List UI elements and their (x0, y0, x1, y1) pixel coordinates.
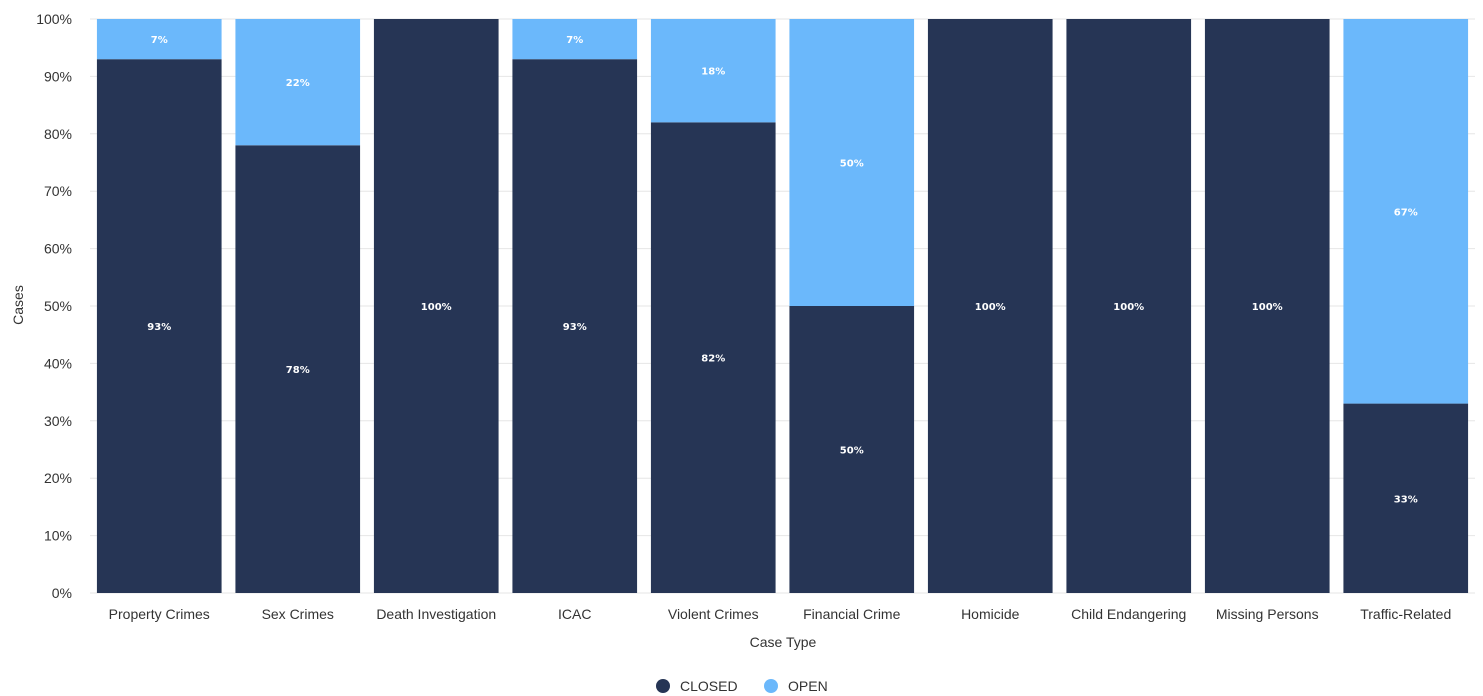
data-label: 100% (421, 302, 452, 313)
data-label: 18% (701, 67, 725, 78)
bar-closed-financial-crime (789, 306, 915, 593)
data-label: 93% (563, 322, 587, 333)
data-label: 100% (975, 302, 1006, 313)
data-label: 93% (147, 322, 171, 333)
legend-marker-open (764, 679, 778, 693)
bar-closed-missing-persons (1204, 19, 1330, 593)
data-label: 100% (1113, 302, 1144, 313)
y-axis-title: Cases (10, 285, 26, 325)
x-tick-label: ICAC (558, 606, 591, 622)
legend-label-closed: CLOSED (680, 678, 738, 694)
y-tick-label: 70% (44, 183, 72, 199)
y-tick-label: 80% (44, 126, 72, 142)
bar-closed-traffic-related (1343, 403, 1469, 593)
x-tick-label: Child Endangering (1071, 606, 1186, 622)
x-axis-title: Case Type (750, 634, 817, 650)
y-tick-label: 50% (44, 298, 72, 314)
bar-open-violent-crimes (650, 19, 776, 123)
y-tick-label: 100% (36, 11, 72, 27)
data-label: 7% (566, 35, 583, 46)
bar-closed-death-investigation (373, 19, 499, 593)
legend-label-open: OPEN (788, 678, 828, 694)
y-tick-label: 60% (44, 241, 72, 257)
legend: CLOSED OPEN (656, 678, 828, 694)
y-tick-label: 10% (44, 528, 72, 544)
bar-closed-child-endangering (1066, 19, 1192, 593)
bar-closed-sex-crimes (235, 145, 361, 593)
data-label: 100% (1252, 302, 1283, 313)
x-tick-label: Traffic-Related (1360, 606, 1451, 622)
bar-closed-icac (512, 59, 638, 594)
data-label: 7% (151, 35, 168, 46)
y-tick-label: 90% (44, 68, 72, 84)
data-label: 50% (840, 446, 864, 457)
y-tick-label: 0% (52, 585, 72, 601)
data-label: 50% (840, 159, 864, 170)
x-axis-ticks: Property Crimes Sex Crimes Death Investiga… (109, 606, 1452, 622)
bar-closed-property-crimes (96, 59, 222, 594)
bar-open-property-crimes (96, 19, 222, 60)
data-label: 22% (286, 78, 310, 89)
x-tick-label: Violent Crimes (668, 606, 759, 622)
data-label: 67% (1394, 207, 1418, 218)
bar-closed-homicide (927, 19, 1053, 593)
data-label: 33% (1394, 494, 1418, 505)
y-tick-label: 30% (44, 413, 72, 429)
x-tick-label: Sex Crimes (262, 606, 334, 622)
data-label: 78% (286, 365, 310, 376)
legend-marker-closed (656, 679, 670, 693)
data-labels: 93% 7% 78% 22% 100% 93% 7% 82% 18% 50% 50% 100% 100%… (147, 35, 1417, 505)
bar-closed-violent-crimes (650, 122, 776, 593)
y-tick-label: 20% (44, 470, 72, 486)
x-tick-label: Missing Persons (1216, 606, 1319, 622)
x-tick-label: Death Investigation (376, 606, 496, 622)
x-tick-label: Property Crimes (109, 606, 210, 622)
bar-open-traffic-related (1343, 19, 1469, 404)
y-axis-ticks: 0% 10% 20% 30% 40% 50% 60% 70% 80% 90% 100% (36, 11, 72, 601)
bar-open-sex-crimes (235, 19, 361, 146)
x-tick-label: Financial Crime (803, 606, 900, 622)
bars (96, 19, 1469, 594)
data-label: 82% (701, 354, 725, 365)
bar-open-financial-crime (789, 19, 915, 306)
y-tick-label: 40% (44, 355, 72, 371)
bar-open-icac (512, 19, 638, 60)
x-tick-label: Homicide (961, 606, 1020, 622)
